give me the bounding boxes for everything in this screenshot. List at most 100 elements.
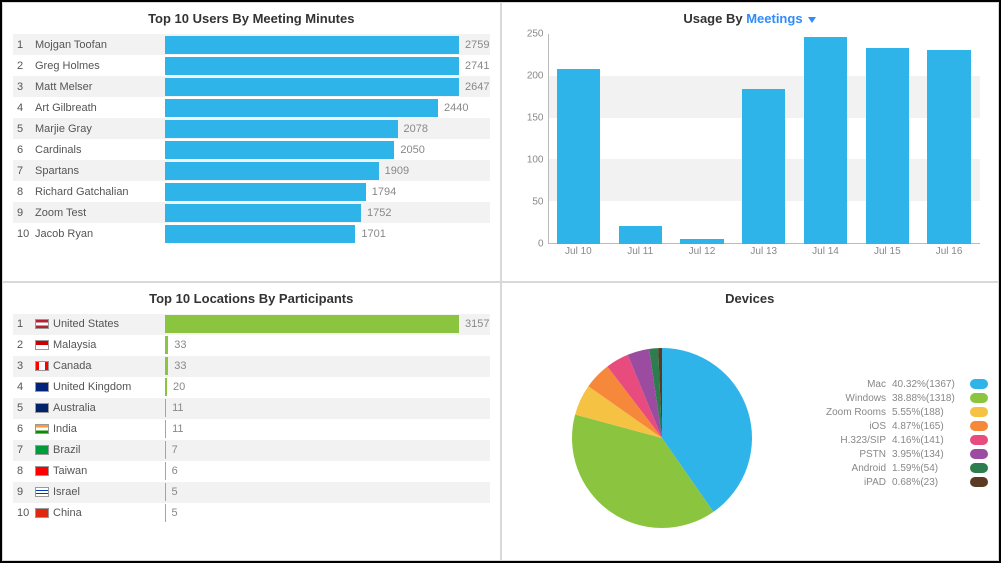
value-label: 11 bbox=[172, 402, 183, 414]
rank: 5 bbox=[13, 123, 35, 135]
location-name: China bbox=[53, 507, 165, 519]
legend-name: Zoom Rooms bbox=[813, 407, 886, 418]
x-tick-label: Jul 15 bbox=[856, 246, 918, 264]
flag-icon bbox=[35, 382, 53, 392]
rank: 7 bbox=[13, 165, 35, 177]
rank: 1 bbox=[13, 318, 35, 330]
rank: 5 bbox=[13, 402, 35, 414]
y-tick-label: 50 bbox=[512, 197, 544, 208]
value-label: 5 bbox=[171, 486, 177, 498]
x-tick-label: Jul 10 bbox=[548, 246, 610, 264]
bar bbox=[804, 37, 847, 244]
table-row: 2Malaysia33 bbox=[13, 335, 490, 356]
legend-value: 0.68%(23) bbox=[892, 477, 964, 488]
table-row: 6Cardinals2050 bbox=[13, 139, 490, 160]
user-name: Marjie Gray bbox=[35, 123, 165, 135]
rank: 10 bbox=[13, 228, 35, 240]
flag-icon bbox=[35, 424, 53, 434]
table-row: 4Art Gilbreath2440 bbox=[13, 97, 490, 118]
value-label: 2440 bbox=[444, 102, 468, 114]
rank: 8 bbox=[13, 186, 35, 198]
legend-item: PSTN3.95%(134) bbox=[813, 449, 988, 460]
panel-devices: Devices Mac40.32%(1367)Windows38.88%(131… bbox=[501, 282, 1000, 562]
value-label: 2741 bbox=[465, 60, 489, 72]
x-tick-label: Jul 12 bbox=[671, 246, 733, 264]
value-label: 3157 bbox=[465, 318, 489, 330]
table-row: 5Marjie Gray 2078 bbox=[13, 118, 490, 139]
panel-top-locations: Top 10 Locations By Participants 1United… bbox=[2, 282, 501, 562]
value-label: 33 bbox=[174, 360, 186, 372]
legend-value: 4.16%(141) bbox=[892, 435, 964, 446]
legend-swatch bbox=[970, 407, 988, 417]
rank: 3 bbox=[13, 81, 35, 93]
flag-icon bbox=[35, 466, 53, 476]
table-row: 9Zoom Test 1752 bbox=[13, 202, 490, 223]
bar bbox=[165, 78, 459, 96]
table-row: 2Greg Holmes2741 bbox=[13, 55, 490, 76]
legend-swatch bbox=[970, 379, 988, 389]
y-tick-label: 200 bbox=[512, 71, 544, 82]
flag-icon bbox=[35, 361, 53, 371]
bar bbox=[165, 57, 459, 75]
rank: 2 bbox=[13, 339, 35, 351]
top-users-list: 1Mojgan Toofan27592Greg Holmes27413Matt … bbox=[13, 34, 490, 244]
rank: 4 bbox=[13, 381, 35, 393]
user-name: Jacob Ryan bbox=[35, 228, 165, 240]
usage-dropdown[interactable]: Meetings bbox=[746, 11, 816, 26]
table-row: 1United States3157 bbox=[13, 314, 490, 335]
bar bbox=[165, 141, 394, 159]
user-name: Zoom Test bbox=[35, 207, 165, 219]
panel-usage: Usage By Meetings 050100150200250 Jul 10… bbox=[501, 2, 1000, 282]
user-name: Greg Holmes bbox=[35, 60, 165, 72]
bar bbox=[165, 378, 167, 396]
bar bbox=[165, 162, 379, 180]
flag-icon bbox=[35, 319, 53, 329]
panel-top-users: Top 10 Users By Meeting Minutes 1Mojgan … bbox=[2, 2, 501, 282]
bar bbox=[165, 420, 166, 438]
rank: 9 bbox=[13, 207, 35, 219]
value-label: 2759 bbox=[465, 39, 489, 51]
table-row: 1Mojgan Toofan2759 bbox=[13, 34, 490, 55]
legend-name: iOS bbox=[813, 421, 886, 432]
usage-chart: 050100150200250 Jul 10Jul 11Jul 12Jul 13… bbox=[512, 34, 989, 264]
table-row: 10China5 bbox=[13, 503, 490, 524]
user-name: Spartans bbox=[35, 165, 165, 177]
legend-item: Mac40.32%(1367) bbox=[813, 379, 988, 390]
user-name: Mojgan Toofan bbox=[35, 39, 165, 51]
value-label: 1752 bbox=[367, 207, 391, 219]
y-tick-label: 150 bbox=[512, 113, 544, 124]
bar bbox=[619, 226, 662, 244]
location-name: United Kingdom bbox=[53, 381, 165, 393]
flag-icon bbox=[35, 403, 53, 413]
bar bbox=[165, 357, 168, 375]
legend-item: iOS4.87%(165) bbox=[813, 421, 988, 432]
bar bbox=[165, 315, 459, 333]
rank: 6 bbox=[13, 144, 35, 156]
legend-name: PSTN bbox=[813, 449, 886, 460]
rank: 3 bbox=[13, 360, 35, 372]
usage-dropdown-label: Meetings bbox=[746, 11, 802, 26]
bar bbox=[680, 239, 723, 244]
bar bbox=[165, 183, 366, 201]
value-label: 1794 bbox=[372, 186, 396, 198]
bar bbox=[927, 50, 970, 244]
legend-value: 40.32%(1367) bbox=[892, 379, 964, 390]
value-label: 2050 bbox=[400, 144, 424, 156]
location-name: India bbox=[53, 423, 165, 435]
value-label: 2078 bbox=[404, 123, 428, 135]
panel-title: Usage By Meetings bbox=[512, 11, 989, 26]
bar bbox=[557, 69, 600, 244]
table-row: 5Australia11 bbox=[13, 398, 490, 419]
legend-swatch bbox=[970, 393, 988, 403]
location-name: Canada bbox=[53, 360, 165, 372]
legend-swatch bbox=[970, 421, 988, 431]
value-label: 7 bbox=[172, 444, 178, 456]
table-row: 10Jacob Ryan1701 bbox=[13, 223, 490, 244]
bar bbox=[165, 399, 166, 417]
x-tick-label: Jul 13 bbox=[733, 246, 795, 264]
value-label: 11 bbox=[172, 423, 183, 435]
top-locations-list: 1United States31572Malaysia33 3 Canada 33 4 U… bbox=[13, 314, 490, 524]
location-name: Taiwan bbox=[53, 465, 165, 477]
bar bbox=[165, 225, 355, 243]
devices-legend: Mac40.32%(1367)Windows38.88%(1318)Zoom R… bbox=[813, 376, 988, 491]
